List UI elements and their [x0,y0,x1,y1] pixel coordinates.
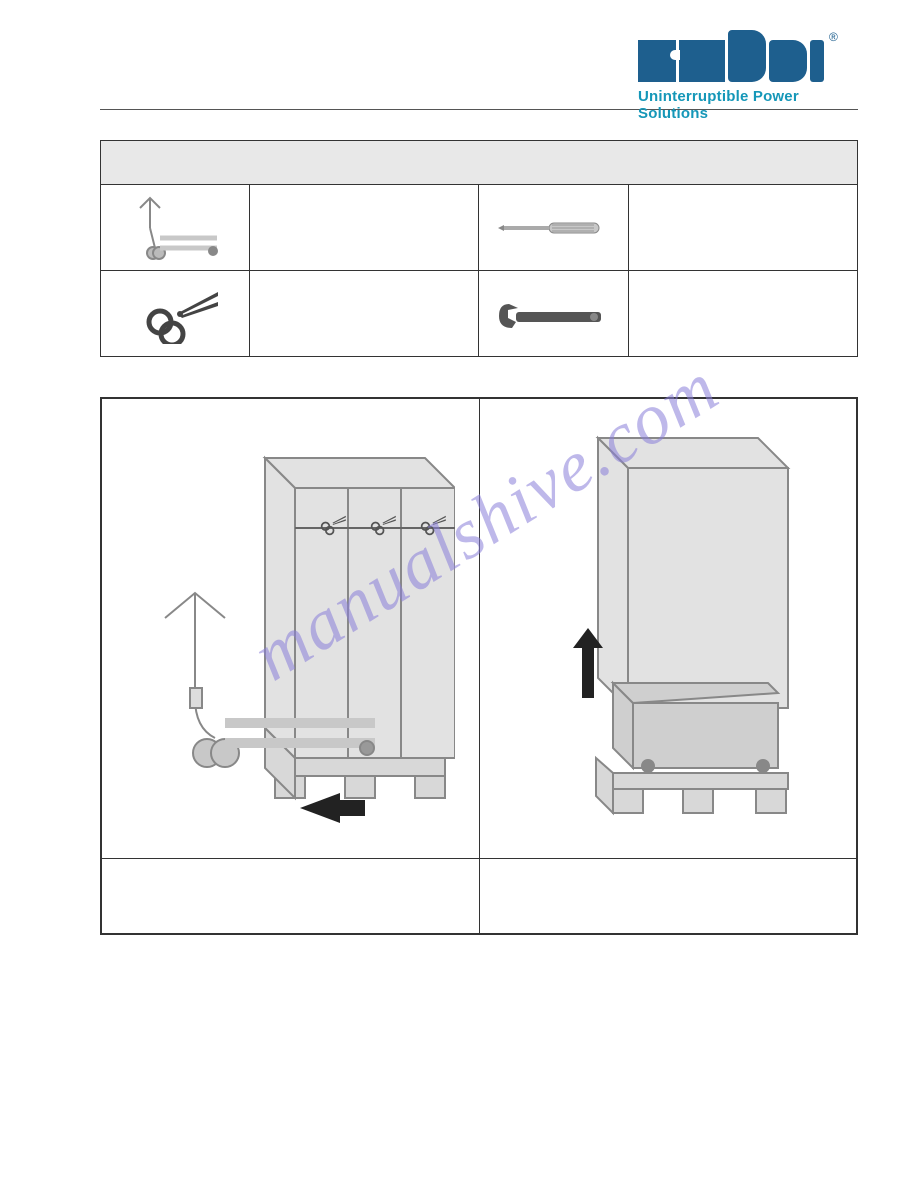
step1-figure [101,398,479,858]
step1-caption [101,858,479,934]
wrench-icon [479,271,628,357]
tools-header [101,141,858,185]
brand-tagline: Uninterruptible Power Solutions [638,88,858,122]
brand-logo: ® Uninterruptible Power Solutions [638,30,858,122]
registered-mark: ® [829,30,838,44]
tool-label [628,185,857,271]
table-row [101,271,858,357]
tool-label [628,271,857,357]
step2-figure [479,398,857,858]
tool-label [250,271,479,357]
screwdriver-icon [479,185,628,271]
step2-caption [479,858,857,934]
page-header: ® Uninterruptible Power Solutions [100,30,858,110]
steps-table [100,397,858,935]
tool-label [250,185,479,271]
scissors-icon [101,271,250,357]
table-row [101,185,858,271]
tools-table [100,140,858,357]
pallet-jack-icon [101,185,250,271]
